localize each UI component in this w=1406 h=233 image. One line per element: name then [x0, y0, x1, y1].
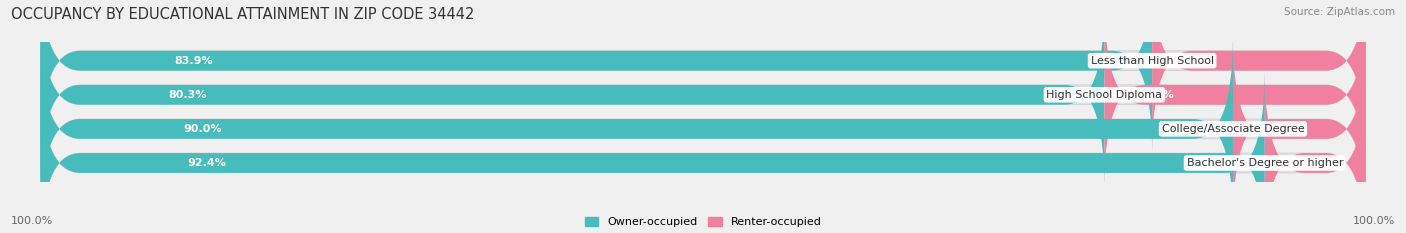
Text: 100.0%: 100.0% — [11, 216, 53, 226]
FancyBboxPatch shape — [41, 0, 1365, 153]
Text: 80.3%: 80.3% — [169, 90, 207, 100]
Text: 7.6%: 7.6% — [1277, 158, 1308, 168]
Text: 83.9%: 83.9% — [174, 56, 212, 66]
FancyBboxPatch shape — [1152, 0, 1365, 153]
FancyBboxPatch shape — [41, 37, 1233, 221]
FancyBboxPatch shape — [41, 71, 1365, 233]
Text: Source: ZipAtlas.com: Source: ZipAtlas.com — [1284, 7, 1395, 17]
Text: 90.0%: 90.0% — [184, 124, 222, 134]
Text: College/Associate Degree: College/Associate Degree — [1161, 124, 1305, 134]
FancyBboxPatch shape — [1233, 37, 1365, 221]
Text: 100.0%: 100.0% — [1353, 216, 1395, 226]
Legend: Owner-occupied, Renter-occupied: Owner-occupied, Renter-occupied — [585, 217, 821, 227]
Text: 16.1%: 16.1% — [1178, 56, 1216, 66]
FancyBboxPatch shape — [41, 37, 1365, 221]
Text: 19.7%: 19.7% — [1136, 90, 1174, 100]
Text: 92.4%: 92.4% — [187, 158, 226, 168]
FancyBboxPatch shape — [1105, 2, 1365, 187]
FancyBboxPatch shape — [41, 0, 1152, 153]
Text: High School Diploma: High School Diploma — [1046, 90, 1163, 100]
Text: 10.0%: 10.0% — [1249, 124, 1288, 134]
FancyBboxPatch shape — [41, 2, 1105, 187]
FancyBboxPatch shape — [41, 2, 1365, 187]
Text: Less than High School: Less than High School — [1091, 56, 1213, 66]
FancyBboxPatch shape — [41, 71, 1265, 233]
FancyBboxPatch shape — [1265, 71, 1365, 233]
Text: OCCUPANCY BY EDUCATIONAL ATTAINMENT IN ZIP CODE 34442: OCCUPANCY BY EDUCATIONAL ATTAINMENT IN Z… — [11, 7, 475, 22]
Text: Bachelor's Degree or higher: Bachelor's Degree or higher — [1187, 158, 1343, 168]
